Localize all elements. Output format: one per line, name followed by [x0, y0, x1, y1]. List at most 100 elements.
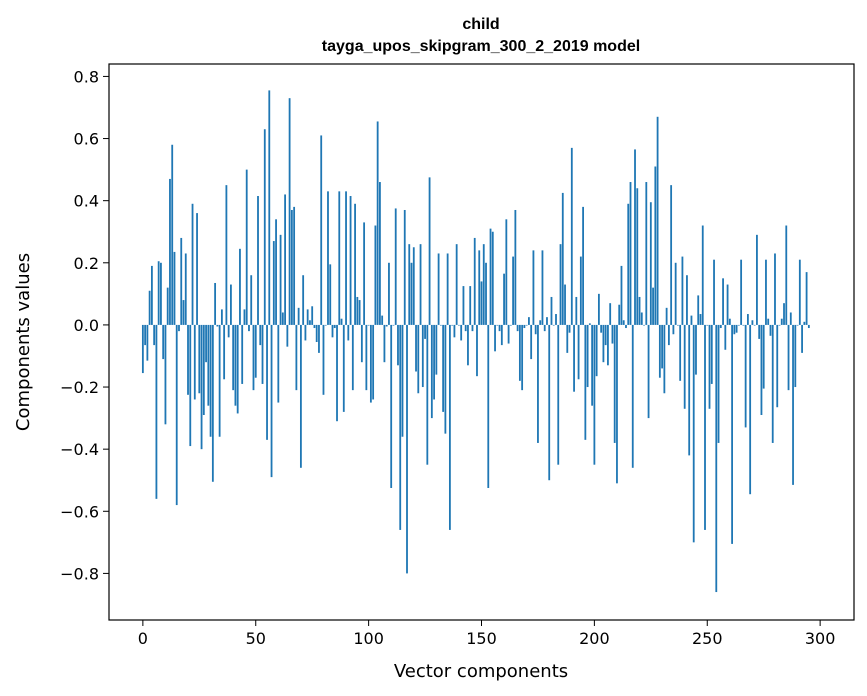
bar [182, 300, 185, 325]
bar [692, 324, 695, 543]
bar [634, 149, 636, 325]
bar [667, 324, 670, 346]
bar [740, 259, 743, 325]
bar [591, 324, 594, 406]
bar [798, 259, 801, 325]
bar [607, 324, 609, 366]
bar [561, 192, 564, 325]
bar [141, 324, 144, 374]
bar [284, 194, 286, 325]
bar [640, 312, 643, 325]
bar [796, 324, 799, 326]
bar [166, 287, 169, 325]
bar [774, 253, 776, 325]
bar [760, 324, 763, 415]
bar [785, 225, 788, 325]
bar [193, 324, 196, 400]
bar [577, 324, 580, 380]
bar [496, 324, 499, 326]
bar [180, 237, 183, 325]
bar [184, 253, 187, 325]
bar [379, 182, 381, 325]
bar [647, 324, 650, 419]
bar [196, 213, 198, 325]
chart-title-line-1: child [462, 16, 499, 33]
bar [327, 191, 329, 325]
bar [645, 182, 648, 325]
bar [279, 234, 282, 325]
bar [631, 324, 634, 468]
bar [202, 324, 205, 415]
x-axis-label: Vector components [394, 661, 568, 682]
bar [762, 324, 765, 389]
bar [349, 196, 352, 325]
bar [724, 324, 727, 350]
bar [749, 324, 752, 495]
bar [360, 324, 363, 363]
bar [453, 324, 456, 338]
bar [144, 324, 147, 346]
bar [243, 309, 246, 325]
bar [686, 275, 688, 325]
bar [187, 324, 189, 395]
bar [611, 324, 614, 344]
bar [458, 324, 460, 326]
bar [537, 324, 539, 443]
bar [410, 262, 413, 325]
bar [557, 324, 560, 465]
bar [726, 284, 729, 325]
bar [426, 324, 429, 465]
bar [507, 324, 510, 344]
bar [419, 244, 422, 325]
bar [753, 324, 756, 326]
bar [652, 287, 654, 325]
bar [620, 265, 623, 325]
bar [683, 324, 686, 409]
bar [600, 324, 603, 333]
bar [783, 303, 785, 325]
bar [604, 324, 607, 346]
bar [706, 324, 709, 326]
y-tick-label: 0.6 [74, 130, 99, 149]
bar [670, 185, 673, 325]
bar [480, 281, 483, 325]
bar [674, 262, 677, 325]
bar [329, 264, 332, 325]
bar [295, 324, 298, 391]
bar [421, 324, 424, 388]
bar [505, 219, 508, 325]
bar [665, 307, 668, 325]
bar [789, 312, 792, 325]
bar [663, 324, 666, 394]
bar [358, 300, 361, 325]
bar [473, 237, 476, 325]
bar [593, 324, 596, 465]
y-axis-label: Components values [13, 253, 34, 431]
bar [518, 324, 521, 381]
bar [512, 256, 515, 325]
bar [525, 324, 528, 326]
bar [424, 324, 426, 339]
bar [672, 324, 675, 335]
bar [658, 324, 661, 378]
bar [487, 324, 490, 488]
y-tick-label: 0.2 [74, 254, 99, 273]
bar [478, 250, 481, 325]
bar [715, 324, 718, 593]
bar [780, 318, 783, 325]
bar [530, 324, 533, 360]
bar [365, 324, 368, 391]
bar [369, 324, 372, 403]
bar [588, 323, 591, 325]
bar [586, 324, 589, 388]
bar [629, 182, 632, 325]
bar [299, 324, 302, 468]
y-tick-label: −0.2 [60, 378, 99, 397]
bar [552, 324, 555, 326]
bar [460, 324, 463, 341]
bar [403, 209, 406, 325]
bar [428, 177, 431, 325]
bar [277, 324, 280, 403]
bar [758, 324, 761, 339]
